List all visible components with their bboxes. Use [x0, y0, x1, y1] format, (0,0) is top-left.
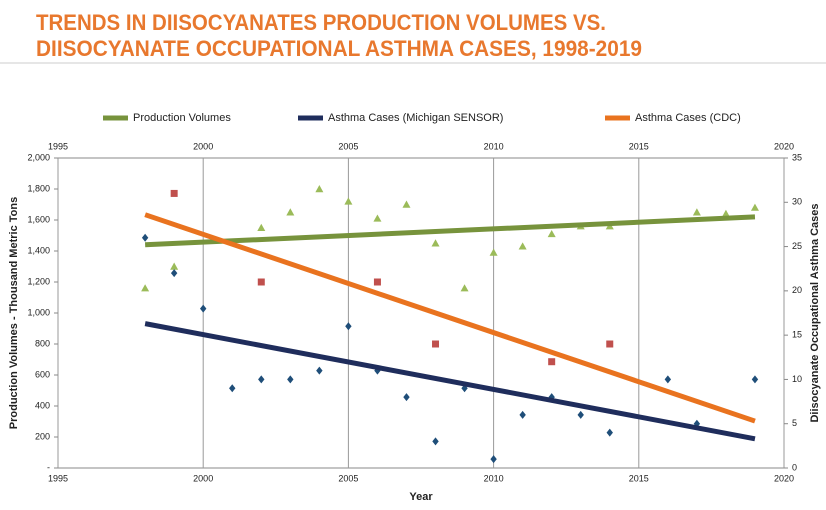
point — [402, 200, 411, 208]
x-tick-label: 2020 — [774, 473, 794, 483]
y-tick-label: 1,800 — [27, 183, 50, 193]
y-tick-label: 200 — [35, 431, 50, 441]
trend-line — [144, 212, 756, 424]
point — [141, 233, 149, 242]
point — [518, 242, 527, 250]
point — [200, 304, 207, 313]
point — [490, 455, 497, 464]
y-tick-label: 1,400 — [27, 245, 50, 255]
x-tick-label: 2000 — [193, 473, 213, 483]
y2-tick-label: 5 — [792, 418, 797, 428]
x-tick-label: 2015 — [629, 473, 649, 483]
point — [170, 269, 178, 278]
point — [548, 393, 555, 402]
y2-tick-label: 30 — [792, 197, 802, 207]
point — [577, 410, 584, 419]
y-tick-label: 1,000 — [27, 307, 50, 317]
point — [403, 393, 410, 402]
point — [315, 185, 324, 193]
point — [750, 203, 759, 211]
y2-tick-label: 10 — [792, 374, 802, 384]
y2-tick-label: 25 — [792, 241, 802, 251]
x2-tick-label: 2005 — [338, 141, 358, 151]
point — [287, 375, 294, 384]
y-axis-title: Production Volumes - Thousand Metric Ton… — [8, 197, 20, 429]
legend-label: Asthma Cases (Michigan SENSOR) — [328, 112, 503, 124]
y-tick-label: 800 — [35, 338, 50, 348]
point — [344, 197, 353, 205]
point — [345, 322, 352, 331]
point — [519, 410, 526, 419]
point — [721, 209, 730, 217]
point — [170, 262, 179, 270]
x2-tick-label: 1995 — [48, 141, 68, 151]
legend-label: Production Volumes — [133, 112, 231, 124]
point — [606, 340, 614, 348]
point — [606, 428, 613, 437]
point — [316, 366, 323, 375]
point — [432, 340, 440, 348]
point — [170, 189, 178, 197]
point — [664, 375, 672, 384]
trend-line — [145, 214, 756, 248]
point — [141, 284, 150, 292]
point — [460, 284, 469, 292]
y2-tick-label: 35 — [792, 152, 802, 162]
x-tick-label: 2010 — [484, 473, 504, 483]
chart-title: DIISOCYANATE OCCUPATIONAL ASTHMA CASES, … — [36, 36, 642, 61]
x-axis-title: Year — [409, 491, 433, 503]
y-tick-label: - — [47, 462, 50, 472]
x-tick-label: 1995 — [48, 473, 68, 483]
point — [431, 239, 440, 247]
y2-tick-label: 20 — [792, 285, 802, 295]
x-tick-label: 2005 — [338, 473, 358, 483]
legend-label: Asthma Cases (CDC) — [635, 112, 741, 124]
y-tick-label: 2,000 — [27, 152, 50, 162]
y2-tick-label: 15 — [792, 330, 802, 340]
y-tick-label: 1,600 — [27, 214, 50, 224]
point — [258, 375, 265, 384]
point — [432, 437, 439, 446]
point — [373, 214, 382, 222]
x2-tick-label: 2020 — [774, 141, 794, 151]
point — [257, 223, 266, 231]
point — [692, 208, 701, 216]
point — [548, 358, 556, 366]
y-tick-label: 1,200 — [27, 276, 50, 286]
x2-tick-label: 2010 — [484, 141, 504, 151]
trend-line — [144, 321, 756, 442]
point — [373, 278, 381, 286]
chart-title: TRENDS IN DIISOCYANATES PRODUCTION VOLUM… — [36, 10, 606, 35]
x2-tick-label: 2000 — [193, 141, 213, 151]
y2-axis-title: Diisocyanate Occupational Asthma Cases — [809, 203, 821, 422]
x2-tick-label: 2015 — [629, 141, 649, 151]
point — [547, 229, 556, 238]
y-tick-label: 600 — [35, 369, 50, 379]
y2-tick-label: 0 — [792, 462, 797, 472]
point — [257, 278, 265, 286]
point — [489, 248, 498, 256]
point — [751, 375, 759, 384]
y-tick-label: 400 — [35, 400, 50, 410]
point — [286, 208, 295, 216]
point — [229, 384, 236, 393]
